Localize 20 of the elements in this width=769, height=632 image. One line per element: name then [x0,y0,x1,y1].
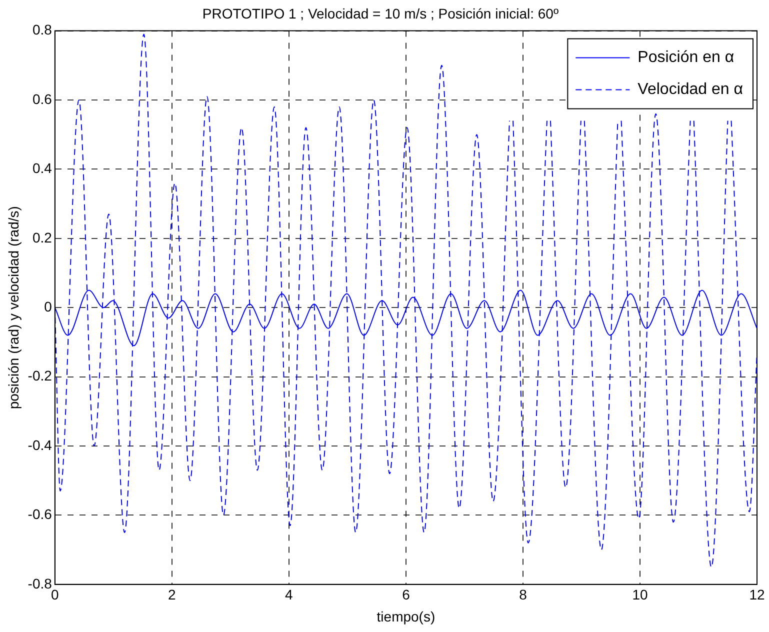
y-tick-label: -0.6 [28,506,52,522]
y-tick-label: 0.8 [32,22,52,38]
y-tick-label: 0 [44,298,52,314]
y-tick-label: 0.4 [32,160,52,176]
y-tick-label: -0.2 [28,368,52,384]
x-tick-label: 4 [285,586,294,603]
x-axis-title: tiempo(s) [376,608,436,624]
y-tick-label: 0.6 [32,90,52,107]
x-tick-label: 8 [519,586,528,603]
legend-label: Posición en α [638,49,734,66]
chart-title: PROTOTIPO 1 ; Velocidad = 10 m/s ; Posición inicial: 60º [202,5,559,22]
y-tick-label: -0.8 [28,575,52,592]
y-axis-title: posición (rad) y velocidad (rad/s) [5,206,22,410]
y-tick-label: 0.2 [32,229,52,246]
y-tick-label: -0.4 [28,436,52,453]
legend-label: Velocidad en α [638,81,743,98]
x-tick-label: 12 [749,586,765,603]
x-tick-label: 6 [402,586,410,603]
x-tick-label: 2 [168,586,176,603]
x-tick-label: 10 [632,586,648,603]
